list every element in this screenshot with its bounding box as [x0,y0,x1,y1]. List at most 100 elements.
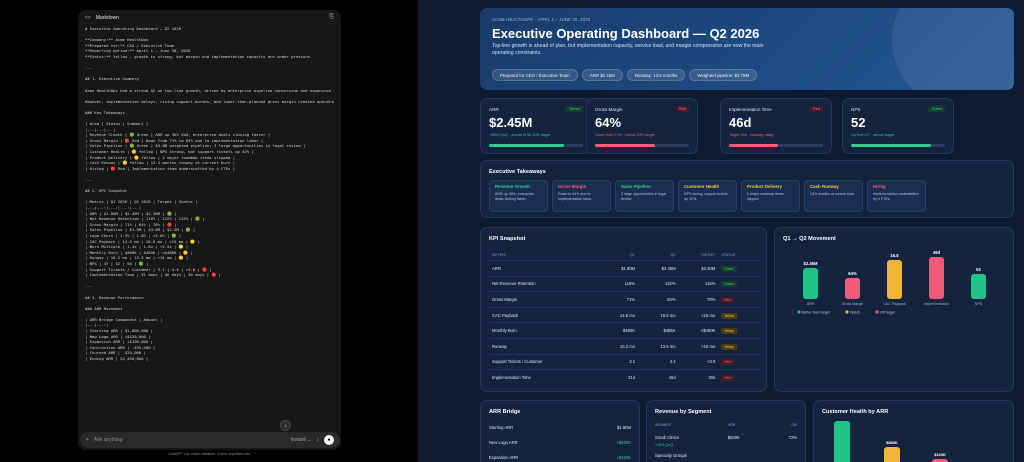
markdown-line: | Product Delivery | 🟡 Yellow | 2 major … [85,154,236,160]
disclaimer: ChatGPT can make mistakes. Check importa… [168,452,251,456]
markdown-line: | ARR | $1.80M | $2.45M | $2.30M | 🟢 | [85,210,177,216]
kpi-value: $2.45M [489,115,533,130]
revenue-segment-title: Revenue by Segment [655,409,712,415]
markdown-line: | Metric | Q1 2026 | Q2 2026 | Target | … [85,199,198,205]
customer-health-title: Customer Health by ARR [822,409,889,415]
legend-swatch [875,310,879,314]
markdown-line: Acme HealthOps had a strong Q2 on top-li… [85,87,334,93]
markdown-line: | Expansion ARR | +$190,000 | [85,339,153,345]
column-header: STATUS [721,253,736,257]
canvas-header: <> Markdown ⎘ [78,10,341,25]
takeaway-body: ARR up 36%; enterprise deals closing fas… [495,192,534,201]
kpi-value: 64% [595,115,622,130]
bar [884,447,900,462]
markdown-line: | Burn Multiple | 1.4x | 1.8x | <1.5x | … [85,244,189,250]
bridge-row: Expansion ARR +$190K [489,455,631,460]
kpi-table: METRIC Q1 Q2 TARGET STATUS ARR $1.80M $2.45M $2.… [489,250,760,386]
movement-chart: $2.45M ARR 64% Gross Margin 16.8 CAC Payback 4… [797,250,986,315]
markdown-line: |---|---|---| [85,126,116,132]
kpi-delta: Target 30d · backlog rising [729,133,774,137]
status-badge: Yellow [721,343,738,350]
voice-button[interactable]: ● [324,435,334,445]
table-cell: Monthly Burn [489,322,598,339]
table-cell: $2.30M [678,260,719,277]
markdown-line: # Executive Operating Dashboard — Q2 202… [85,26,182,31]
markdown-line: | CAC Payback | 14.5 mo | 16.8 mo | <15 … [85,238,200,244]
table-cell: Support Tickets / Customer [489,353,598,370]
legend-label: Better than target [802,311,830,315]
markdown-line: | Gross Margin | 71% | 64% | 70% | 🔴 | [85,221,177,227]
copy-icon[interactable]: ⎘ [329,14,334,20]
takeaway-body: 13.5 months at current burn. [810,192,856,196]
data-label: 64% [848,271,857,276]
markdown-line: | Runway | 16.2 mo | 13.5 mo | >15 mo | … [85,255,189,261]
data-label: $880K [886,440,898,445]
markdown-line: ## 1. Executive Summary [85,76,139,82]
markdown-line: **Prepared for:** CEO / Executive Team [85,42,175,48]
plus-icon[interactable]: + [86,437,89,443]
table-row: ARR $1.80M $2.45M $2.30M Green [489,260,760,277]
status-badge: Yellow [721,312,738,319]
ask-input[interactable]: Ask anything [93,437,123,443]
markdown-line: | Sales Pipeline | $1.9M | $3.0M | $2.5M… [85,227,196,233]
bridge-row: New Logo ARR +$520K [489,440,631,445]
takeaway-item: Hiring Implementation understaffed by 4 F… [867,180,926,212]
markdown-line: **Reporting period:** April 1 – June 30,… [85,48,191,54]
table-cell: 3.1 [597,353,639,370]
takeaway-item: Revenue Growth ARR up 36%; enterprise dea… [489,180,548,212]
takeaway-heading: Gross Margin [558,184,587,189]
status-badge: Green [566,106,583,112]
kpi-delta: Down from 71% · below 70% target [595,133,655,137]
takeaways-title: Executive Takeaways [489,169,546,175]
data-label: $160K [934,452,946,457]
bar [834,421,850,462]
bridge-label: Expansion ARR [489,455,519,460]
status-badge: Green [928,106,945,112]
kpi-progress-fill [489,144,565,147]
column-header: Q2 [670,253,676,257]
legend-swatch [797,310,801,314]
kpi-progress-fill [851,144,931,147]
canvas-title: Markdown [95,14,119,21]
composer[interactable]: + Ask anything Instant ⌄ ♪ ● [80,432,340,448]
table-row: Support Tickets / Customer 3.1 4.4 <3.0 Red [489,353,760,370]
markdown-line: --- [85,283,93,289]
data-label: $2.45M [804,261,818,266]
kpi-delta: Up from 47 · above target [851,133,895,137]
markdown-line: |---|---:| [85,322,109,328]
segment-row: Small Clinics $620K 72% [655,435,797,440]
mic-icon[interactable]: ♪ [316,437,320,443]
code-icon: <> [85,14,91,21]
table-cell: Green [718,260,760,277]
takeaways-list: Revenue Growth ARR up 36%; enterprise dea… [489,180,1005,212]
kpi-progress-track [489,144,583,147]
x-tick-label: CAC Payback [883,302,906,306]
markdown-line: **Status:** Yellow — growth is strong, b… [85,53,313,59]
x-tick-label: Gross Margin [842,302,864,306]
x-tick-label: NPS [975,302,983,306]
column-header: TARGET [700,253,716,257]
bar [932,459,948,462]
takeaway-item: Cash Runway 13.5 months at current burn. [804,180,863,212]
legend-label: Watch [850,311,860,315]
markdown-line: | Contraction ARR | -$35,000 | [85,344,156,350]
column-header: METRIC [492,253,507,257]
table-row: Gross Margin 71% 64% 70% Red [489,291,760,308]
mode-selector[interactable]: Instant ⌄ [290,437,312,443]
eyebrow: ACME HEALTHOPS · APRIL 1 – JUNE 30, 2026 [492,17,591,22]
table-cell: 14.5 mo [597,306,639,323]
table-cell: $1.80M [597,260,639,277]
table-cell: Red [718,353,760,370]
takeaway-heading: Customer Health [684,184,720,189]
scroll-down-button[interactable]: ↓ [280,420,291,431]
markdown-line: | Ending ARR | $2,450,000 | [85,356,149,362]
table-cell: Red [718,291,760,308]
bridge-label: New Logo ARR [489,440,518,445]
markdown-line: | ARR Bridge Component | Amount | [85,316,163,322]
bar [803,268,818,299]
segment-row: Specialty Groups [655,453,797,458]
segment-note: +15% QoQ [655,443,673,447]
status-badge: Green [721,265,737,272]
bar [845,278,860,299]
segment-cell: $620K [727,435,740,440]
